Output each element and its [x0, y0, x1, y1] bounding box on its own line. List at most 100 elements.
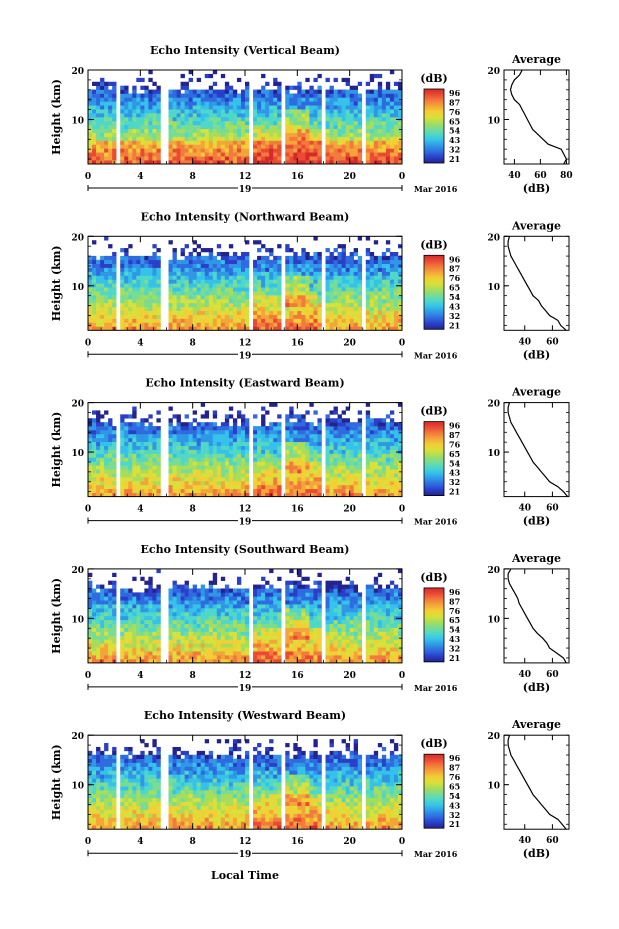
- heatmap-cell: [232, 97, 238, 102]
- heatmap-cell: [337, 418, 342, 423]
- heatmap-cell: [212, 255, 218, 261]
- heatmap-cell: [353, 283, 359, 288]
- heatmap-cell: [220, 259, 226, 265]
- colorbar: [423, 421, 445, 497]
- heatmap-cell: [393, 259, 399, 265]
- heatmap-cell: [265, 449, 270, 454]
- heatmap-cell: [172, 144, 177, 149]
- heatmap-cell: [176, 492, 181, 497]
- heatmap-cell: [200, 306, 206, 312]
- heatmap-cell: [216, 105, 222, 110]
- heatmap-cell: [200, 433, 206, 439]
- heatmap-cell: [140, 132, 145, 137]
- heatmap-cell: [333, 160, 338, 165]
- heatmap-cell: [261, 124, 266, 130]
- heatmap-cell: [136, 120, 141, 126]
- heatmap-cell: [132, 255, 137, 261]
- heatmap-cell: [96, 445, 101, 450]
- heatmap-cell: [289, 473, 294, 478]
- heatmap-cell: [301, 461, 306, 466]
- heatmap-cell: [124, 588, 129, 593]
- heatmap-cell: [257, 430, 262, 435]
- heatmap-cell: [124, 461, 129, 466]
- x-tick-label: 0: [85, 172, 91, 182]
- heatmap-cell: [289, 492, 294, 497]
- heatmap-cell: [140, 437, 145, 443]
- heatmap-cell: [337, 136, 342, 141]
- heatmap-cell: [220, 310, 226, 315]
- heatmap-cell: [285, 310, 290, 315]
- heatmap-cell: [180, 422, 185, 427]
- heatmap-cell: [92, 93, 97, 98]
- heatmap-cell: [325, 484, 330, 490]
- heatmap-cell: [373, 430, 379, 435]
- heatmap-cell: [232, 279, 238, 284]
- heatmap-cell: [120, 600, 125, 605]
- heatmap-cell: [192, 275, 197, 280]
- heatmap-cell: [333, 97, 338, 102]
- heatmap-cell: [120, 647, 125, 652]
- heatmap-cell: [377, 422, 383, 427]
- heatmap-cell: [132, 271, 137, 276]
- heatmap-cell: [293, 480, 298, 486]
- heatmap-cell: [341, 136, 346, 141]
- heatmap-cell: [245, 484, 250, 490]
- heatmap-cell: [325, 465, 330, 470]
- heatmap-cell: [168, 93, 173, 98]
- heatmap-cell: [144, 480, 149, 486]
- heatmap-cell: [120, 144, 125, 149]
- heatmap-cell: [208, 136, 214, 141]
- heatmap-cell: [204, 120, 210, 126]
- heatmap-cell: [88, 647, 93, 652]
- heatmap-cell: [236, 267, 242, 272]
- heatmap-cell: [100, 430, 105, 435]
- heatmap-cell: [397, 306, 403, 312]
- heatmap-cell: [333, 449, 338, 454]
- heatmap-cell: [357, 418, 363, 423]
- heatmap-cell: [261, 492, 266, 497]
- heatmap-cell: [108, 480, 113, 486]
- heatmap-cell: [124, 473, 129, 478]
- heatmap-cell: [245, 465, 250, 470]
- heatmap-cell: [329, 302, 334, 308]
- heatmap-cell: [293, 287, 298, 292]
- heatmap-cell: [112, 596, 117, 601]
- heatmap-cell: [128, 283, 133, 288]
- heatmap-cell: [144, 465, 149, 470]
- heatmap-cell: [389, 117, 395, 122]
- heatmap-cell: [148, 314, 153, 319]
- heatmap-cell: [273, 445, 278, 450]
- heatmap-cell: [172, 136, 177, 141]
- heatmap-cell: [152, 310, 157, 315]
- heatmap-cell: [120, 631, 125, 636]
- heatmap-cell: [132, 101, 137, 106]
- heatmap-cell: [120, 148, 125, 153]
- heatmap-cell: [236, 101, 242, 106]
- heatmap-cell: [257, 97, 262, 102]
- heatmap-cell: [128, 156, 133, 161]
- heatmap-cell: [365, 105, 371, 110]
- heatmap-cell: [285, 267, 290, 272]
- heatmap-cell: [269, 251, 274, 257]
- heatmap-cell: [285, 477, 290, 482]
- heatmap-cell: [136, 306, 141, 312]
- heatmap-cell: [140, 298, 145, 304]
- heatmap-cell: [305, 283, 310, 288]
- heatmap-cell: [257, 314, 262, 319]
- heatmap-cell: [333, 461, 338, 466]
- heatmap-cell: [144, 600, 149, 605]
- heatmap-cell: [104, 298, 109, 304]
- heatmap-cell: [325, 473, 330, 478]
- heatmap-cell: [373, 89, 379, 94]
- heatmap-cell: [208, 457, 214, 462]
- heatmap-cell: [120, 156, 125, 161]
- heatmap-cell: [216, 97, 222, 102]
- heatmap-cell: [156, 655, 161, 660]
- heatmap-cell: [228, 124, 234, 130]
- heatmap-cell: [168, 426, 173, 431]
- heatmap-cell: [353, 484, 359, 490]
- heatmap-cell: [100, 287, 105, 292]
- heatmap-cell: [273, 484, 278, 490]
- heatmap-cell: [285, 283, 290, 288]
- heatmap-cell: [104, 275, 109, 280]
